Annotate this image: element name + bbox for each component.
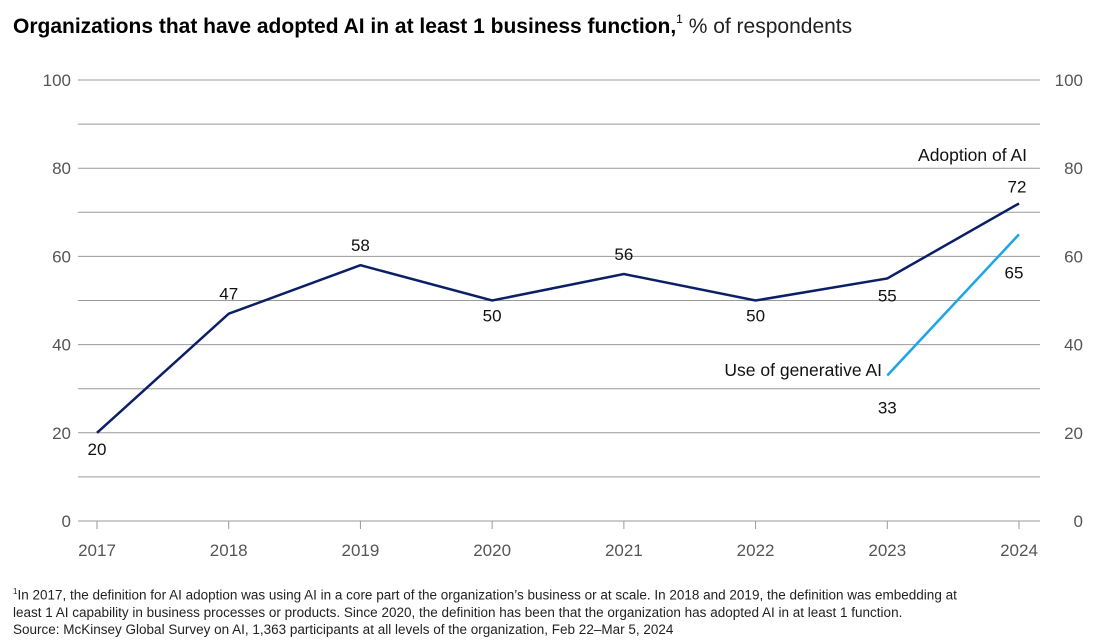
footnote-1: 1In 2017, the definition for AI adoption… bbox=[13, 583, 1093, 604]
source-note: Source: McKinsey Global Survey on AI, 1,… bbox=[13, 621, 674, 637]
x-tick-label: 2022 bbox=[737, 541, 775, 560]
x-tick-label: 2017 bbox=[78, 541, 116, 560]
y-tick-label-left: 100 bbox=[43, 71, 71, 90]
data-label: 72 bbox=[1008, 177, 1027, 196]
adoption-of-ai-line bbox=[96, 202, 1020, 434]
x-axis: 2017 2018 2019 2020 2021 2022 2023 2024 bbox=[78, 521, 1038, 560]
series-lines bbox=[96, 202, 1020, 434]
y-tick-label-left: 0 bbox=[62, 512, 71, 531]
chart-title: Organizations that have adopted AI in at… bbox=[13, 12, 853, 39]
x-tick-label: 2023 bbox=[868, 541, 906, 560]
y-tick-label-left: 80 bbox=[52, 159, 71, 178]
footnote-1-text: In 2017, the definition for AI adoption … bbox=[17, 587, 957, 603]
y-tick-label-left: 20 bbox=[52, 424, 71, 443]
generative-ai-line bbox=[886, 233, 1020, 377]
y-axis-left: 0 20 40 60 80 100 bbox=[43, 71, 71, 531]
series-label-adoption-of-ai: Adoption of AI bbox=[918, 145, 1027, 165]
chart-subtitle: % of respondents bbox=[688, 15, 853, 38]
y-tick-label-left: 40 bbox=[52, 336, 71, 355]
x-tick-label: 2019 bbox=[342, 541, 380, 560]
data-labels: 20 47 58 50 56 50 55 72 33 65 Adoption of AI Use of… bbox=[88, 145, 1027, 459]
y-tick-label-right: 20 bbox=[1064, 424, 1083, 443]
data-label: 50 bbox=[746, 307, 765, 326]
data-label: 33 bbox=[878, 398, 897, 417]
x-tick-label: 2018 bbox=[210, 541, 248, 560]
x-tick-label: 2020 bbox=[473, 541, 511, 560]
title-footnote-marker: 1 bbox=[676, 12, 683, 26]
y-tick-label-left: 60 bbox=[52, 247, 71, 266]
x-tick-label: 2021 bbox=[605, 541, 643, 560]
x-tick-label: 2024 bbox=[1000, 541, 1038, 560]
data-label: 20 bbox=[88, 440, 107, 459]
y-tick-label-right: 60 bbox=[1064, 247, 1083, 266]
y-tick-label-right: 40 bbox=[1064, 336, 1083, 355]
chart-title-main: Organizations that have adopted AI in at… bbox=[13, 15, 677, 38]
footnotes: 1In 2017, the definition for AI adoption… bbox=[13, 583, 1093, 638]
data-label: 50 bbox=[483, 307, 502, 326]
data-label: 58 bbox=[351, 236, 370, 255]
y-tick-label-right: 0 bbox=[1074, 512, 1083, 531]
y-tick-label-right: 80 bbox=[1064, 159, 1083, 178]
footnote-1-continued: least 1 AI capability in business proces… bbox=[13, 604, 903, 620]
y-axis-right: 0 20 40 60 80 100 bbox=[1055, 71, 1083, 531]
data-label: 56 bbox=[614, 245, 633, 264]
data-label: 65 bbox=[1005, 263, 1024, 282]
data-label: 55 bbox=[878, 286, 897, 305]
series-label-generative-ai: Use of generative AI bbox=[724, 360, 882, 380]
y-tick-label-right: 100 bbox=[1055, 71, 1083, 90]
footnote-marker: 1 bbox=[13, 587, 18, 596]
data-label: 47 bbox=[219, 285, 238, 304]
gridlines bbox=[78, 79, 1040, 522]
